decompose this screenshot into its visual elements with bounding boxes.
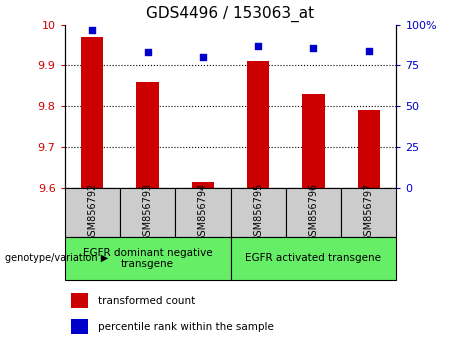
Bar [71,293,88,308]
Text: GSM856792: GSM856792 [87,183,97,242]
Bar [65,237,230,280]
Point [254,43,262,49]
Bar [302,94,325,188]
Bar [71,319,88,334]
Text: transformed count: transformed count [98,296,195,306]
Point [144,50,151,55]
Point [89,27,96,33]
Bar [286,188,341,237]
Bar [358,110,380,188]
Text: percentile rank within the sample: percentile rank within the sample [98,322,274,332]
Text: GSM856795: GSM856795 [253,183,263,242]
Bar [230,237,396,280]
Bar [81,37,103,188]
Text: EGFR dominant negative
transgene: EGFR dominant negative transgene [83,247,213,269]
Bar [247,61,269,188]
Bar [341,188,396,237]
Text: genotype/variation ▶: genotype/variation ▶ [5,253,108,263]
Title: GDS4496 / 153063_at: GDS4496 / 153063_at [147,6,314,22]
Text: GSM856793: GSM856793 [142,183,153,242]
Text: GSM856794: GSM856794 [198,183,208,242]
Text: GSM856797: GSM856797 [364,183,374,242]
Bar [230,188,286,237]
Bar [136,82,159,188]
Bar [192,182,214,188]
Point [199,55,207,60]
Bar [65,188,120,237]
Text: EGFR activated transgene: EGFR activated transgene [245,253,382,263]
Point [310,45,317,50]
Point [365,48,372,54]
Bar [175,188,230,237]
Bar [120,188,175,237]
Text: GSM856796: GSM856796 [308,183,319,242]
